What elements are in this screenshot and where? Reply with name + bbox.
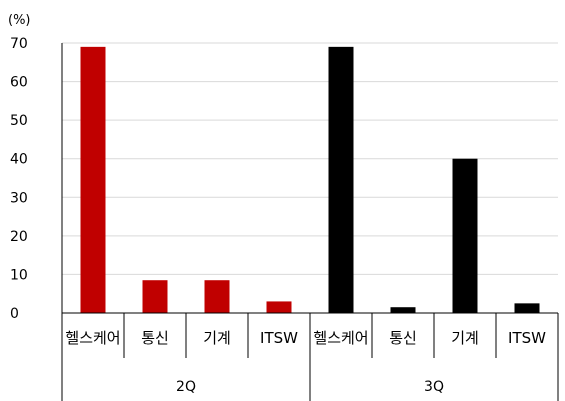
y-axis-ticks: 0 10 20 30 40 50 60 70 (10, 36, 28, 322)
bar (328, 46, 354, 313)
y-tick-label: 40 (10, 152, 28, 168)
y-tick-label: 0 (10, 306, 19, 322)
bar (142, 280, 168, 313)
y-tick-label: 20 (10, 229, 28, 245)
group-label: 2Q (176, 379, 196, 395)
gridlines (62, 42, 558, 275)
y-tick-label: 50 (10, 113, 28, 129)
y-tick-label: 30 (10, 190, 28, 206)
y-tick-label: 60 (10, 75, 28, 91)
category-label: 통신 (141, 329, 169, 347)
category-label: 헬스케어 (65, 329, 120, 347)
y-tick-label: 70 (10, 36, 28, 52)
axes (61, 43, 559, 401)
group-label: 3Q (424, 379, 444, 395)
category-label: ITSW (260, 329, 298, 347)
category-label: 통신 (389, 329, 417, 347)
bar (452, 158, 478, 313)
bar (80, 46, 106, 313)
bar (204, 280, 230, 313)
category-label: 기계 (203, 329, 231, 347)
group-labels: 2Q 3Q (176, 379, 444, 395)
bar (514, 303, 540, 313)
bars (80, 46, 540, 313)
y-tick-label: 10 (10, 267, 28, 283)
category-label: ITSW (508, 329, 546, 347)
category-label: 기계 (451, 329, 479, 347)
bar (266, 301, 292, 313)
category-label: 헬스케어 (313, 329, 368, 347)
category-labels: 헬스케어 통신 기계 ITSW 헬스케어 통신 기계 ITSW (65, 329, 546, 347)
y-axis-unit-label: (%) (8, 13, 31, 28)
bar (390, 307, 416, 313)
